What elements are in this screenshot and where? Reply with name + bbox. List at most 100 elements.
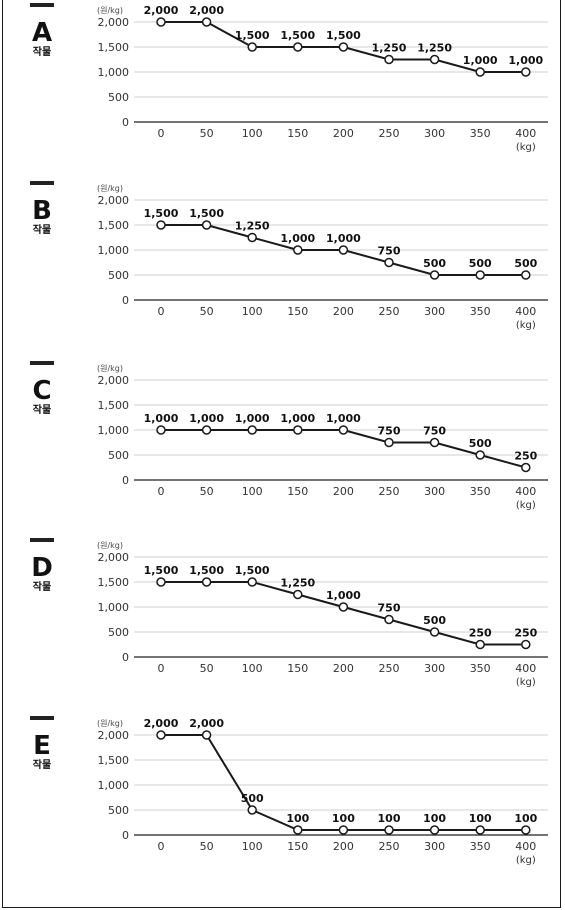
data-label: 1,000: [235, 412, 270, 425]
x-tick-label: 350: [470, 485, 491, 498]
data-label: 100: [423, 812, 446, 825]
x-tick-label: 400: [515, 840, 536, 853]
x-tick-label: 50: [200, 485, 214, 498]
data-label: 750: [378, 425, 401, 438]
data-point: [201, 17, 212, 27]
data-point: [156, 17, 166, 27]
y-tick-label: 1,500: [98, 41, 130, 54]
x-tick-label: 150: [287, 127, 308, 140]
crop-letter: D: [31, 553, 53, 583]
data-label: 1,500: [280, 29, 315, 42]
data-point: [201, 577, 212, 587]
x-tick-label: 350: [470, 305, 491, 318]
y-tick-label: 0: [122, 829, 129, 842]
data-point: [521, 825, 531, 835]
data-point: [156, 730, 166, 740]
data-point: [384, 257, 394, 268]
data-point: [429, 825, 440, 835]
y-tick-label: 1,500: [98, 754, 130, 767]
y-unit-label: (원/kg): [97, 184, 123, 193]
data-point: [338, 825, 349, 835]
data-point: [247, 577, 257, 587]
data-label: 100: [469, 812, 492, 825]
data-point: [293, 42, 303, 52]
data-point: [521, 67, 531, 77]
data-label: 250: [514, 450, 537, 463]
x-tick-label: 300: [424, 840, 445, 853]
x-tick-label: 200: [333, 305, 354, 318]
data-point: [247, 42, 257, 52]
data-label: 100: [332, 812, 355, 825]
data-label: 100: [378, 812, 401, 825]
data-label: 100: [286, 812, 309, 825]
data-label: 1,000: [326, 412, 361, 425]
data-label: 1,250: [280, 577, 315, 590]
x-tick-label: 100: [242, 662, 263, 675]
x-tick-label: 300: [424, 485, 445, 498]
x-tick-label: 350: [470, 662, 491, 675]
y-tick-label: 500: [108, 269, 129, 282]
x-unit-label: (kg): [516, 500, 536, 511]
data-label: 2,000: [144, 4, 179, 17]
data-label: 2,000: [189, 717, 224, 730]
x-tick-label: 200: [333, 840, 354, 853]
data-label: 1,250: [417, 42, 452, 55]
data-point: [384, 437, 394, 448]
y-tick-label: 0: [122, 474, 129, 487]
data-point: [384, 614, 394, 625]
x-tick-label: 0: [158, 127, 165, 140]
y-tick-label: 2,000: [98, 551, 130, 564]
x-tick-label: 350: [470, 840, 491, 853]
x-tick-label: 50: [200, 840, 214, 853]
x-tick-label: 50: [200, 662, 214, 675]
crop-label: 작물: [33, 758, 51, 771]
x-tick-label: 250: [379, 840, 400, 853]
y-tick-label: 2,000: [98, 374, 130, 387]
y-unit-label: (원/kg): [97, 6, 123, 15]
x-tick-label: 150: [287, 662, 308, 675]
data-label: 250: [514, 627, 537, 640]
x-tick-label: 200: [333, 485, 354, 498]
data-point: [201, 220, 212, 230]
y-tick-label: 0: [122, 116, 129, 129]
data-point: [247, 232, 257, 243]
data-label: 1,250: [235, 220, 270, 233]
data-label: 1,500: [235, 29, 270, 42]
y-unit-label: (원/kg): [97, 719, 123, 728]
crop-label: 작물: [33, 580, 51, 593]
data-label: 1,250: [372, 42, 407, 55]
x-tick-label: 300: [424, 127, 445, 140]
x-tick-label: 300: [424, 662, 445, 675]
data-point: [201, 425, 212, 435]
x-tick-label: 150: [287, 485, 308, 498]
x-unit-label: (kg): [516, 142, 536, 153]
x-tick-label: 300: [424, 305, 445, 318]
data-point: [429, 270, 440, 280]
chart-panel-c: C작물 (원/kg) 0 500 1,000 1,500 2,000 0 50 100 150 200…: [30, 361, 548, 511]
data-point: [475, 639, 485, 650]
data-label: 500: [469, 257, 492, 270]
data-label: 500: [469, 437, 492, 450]
data-point: [293, 245, 303, 255]
data-point: [475, 825, 485, 835]
data-point: [338, 42, 349, 52]
x-tick-label: 250: [379, 662, 400, 675]
x-tick-label: 100: [242, 840, 263, 853]
data-point: [201, 730, 212, 740]
x-tick-label: 100: [242, 127, 263, 140]
x-tick-label: 0: [158, 305, 165, 318]
x-tick-label: 400: [515, 485, 536, 498]
data-point: [293, 425, 303, 435]
data-label: 750: [378, 602, 401, 615]
y-tick-label: 1,500: [98, 576, 130, 589]
panel-marker-bar: [30, 3, 54, 7]
crop-letter: A: [32, 18, 52, 48]
data-point: [429, 627, 440, 637]
data-point: [429, 437, 440, 448]
x-tick-label: 0: [158, 485, 165, 498]
data-label: 250: [469, 627, 492, 640]
y-tick-label: 1,000: [98, 424, 130, 437]
data-point: [384, 825, 394, 835]
y-tick-label: 1,000: [98, 779, 130, 792]
data-point: [156, 577, 166, 587]
